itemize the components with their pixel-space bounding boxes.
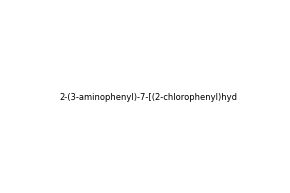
Text: 2-(3-aminophenyl)-7-[(2-chlorophenyl)hyd: 2-(3-aminophenyl)-7-[(2-chlorophenyl)hyd xyxy=(60,93,238,102)
